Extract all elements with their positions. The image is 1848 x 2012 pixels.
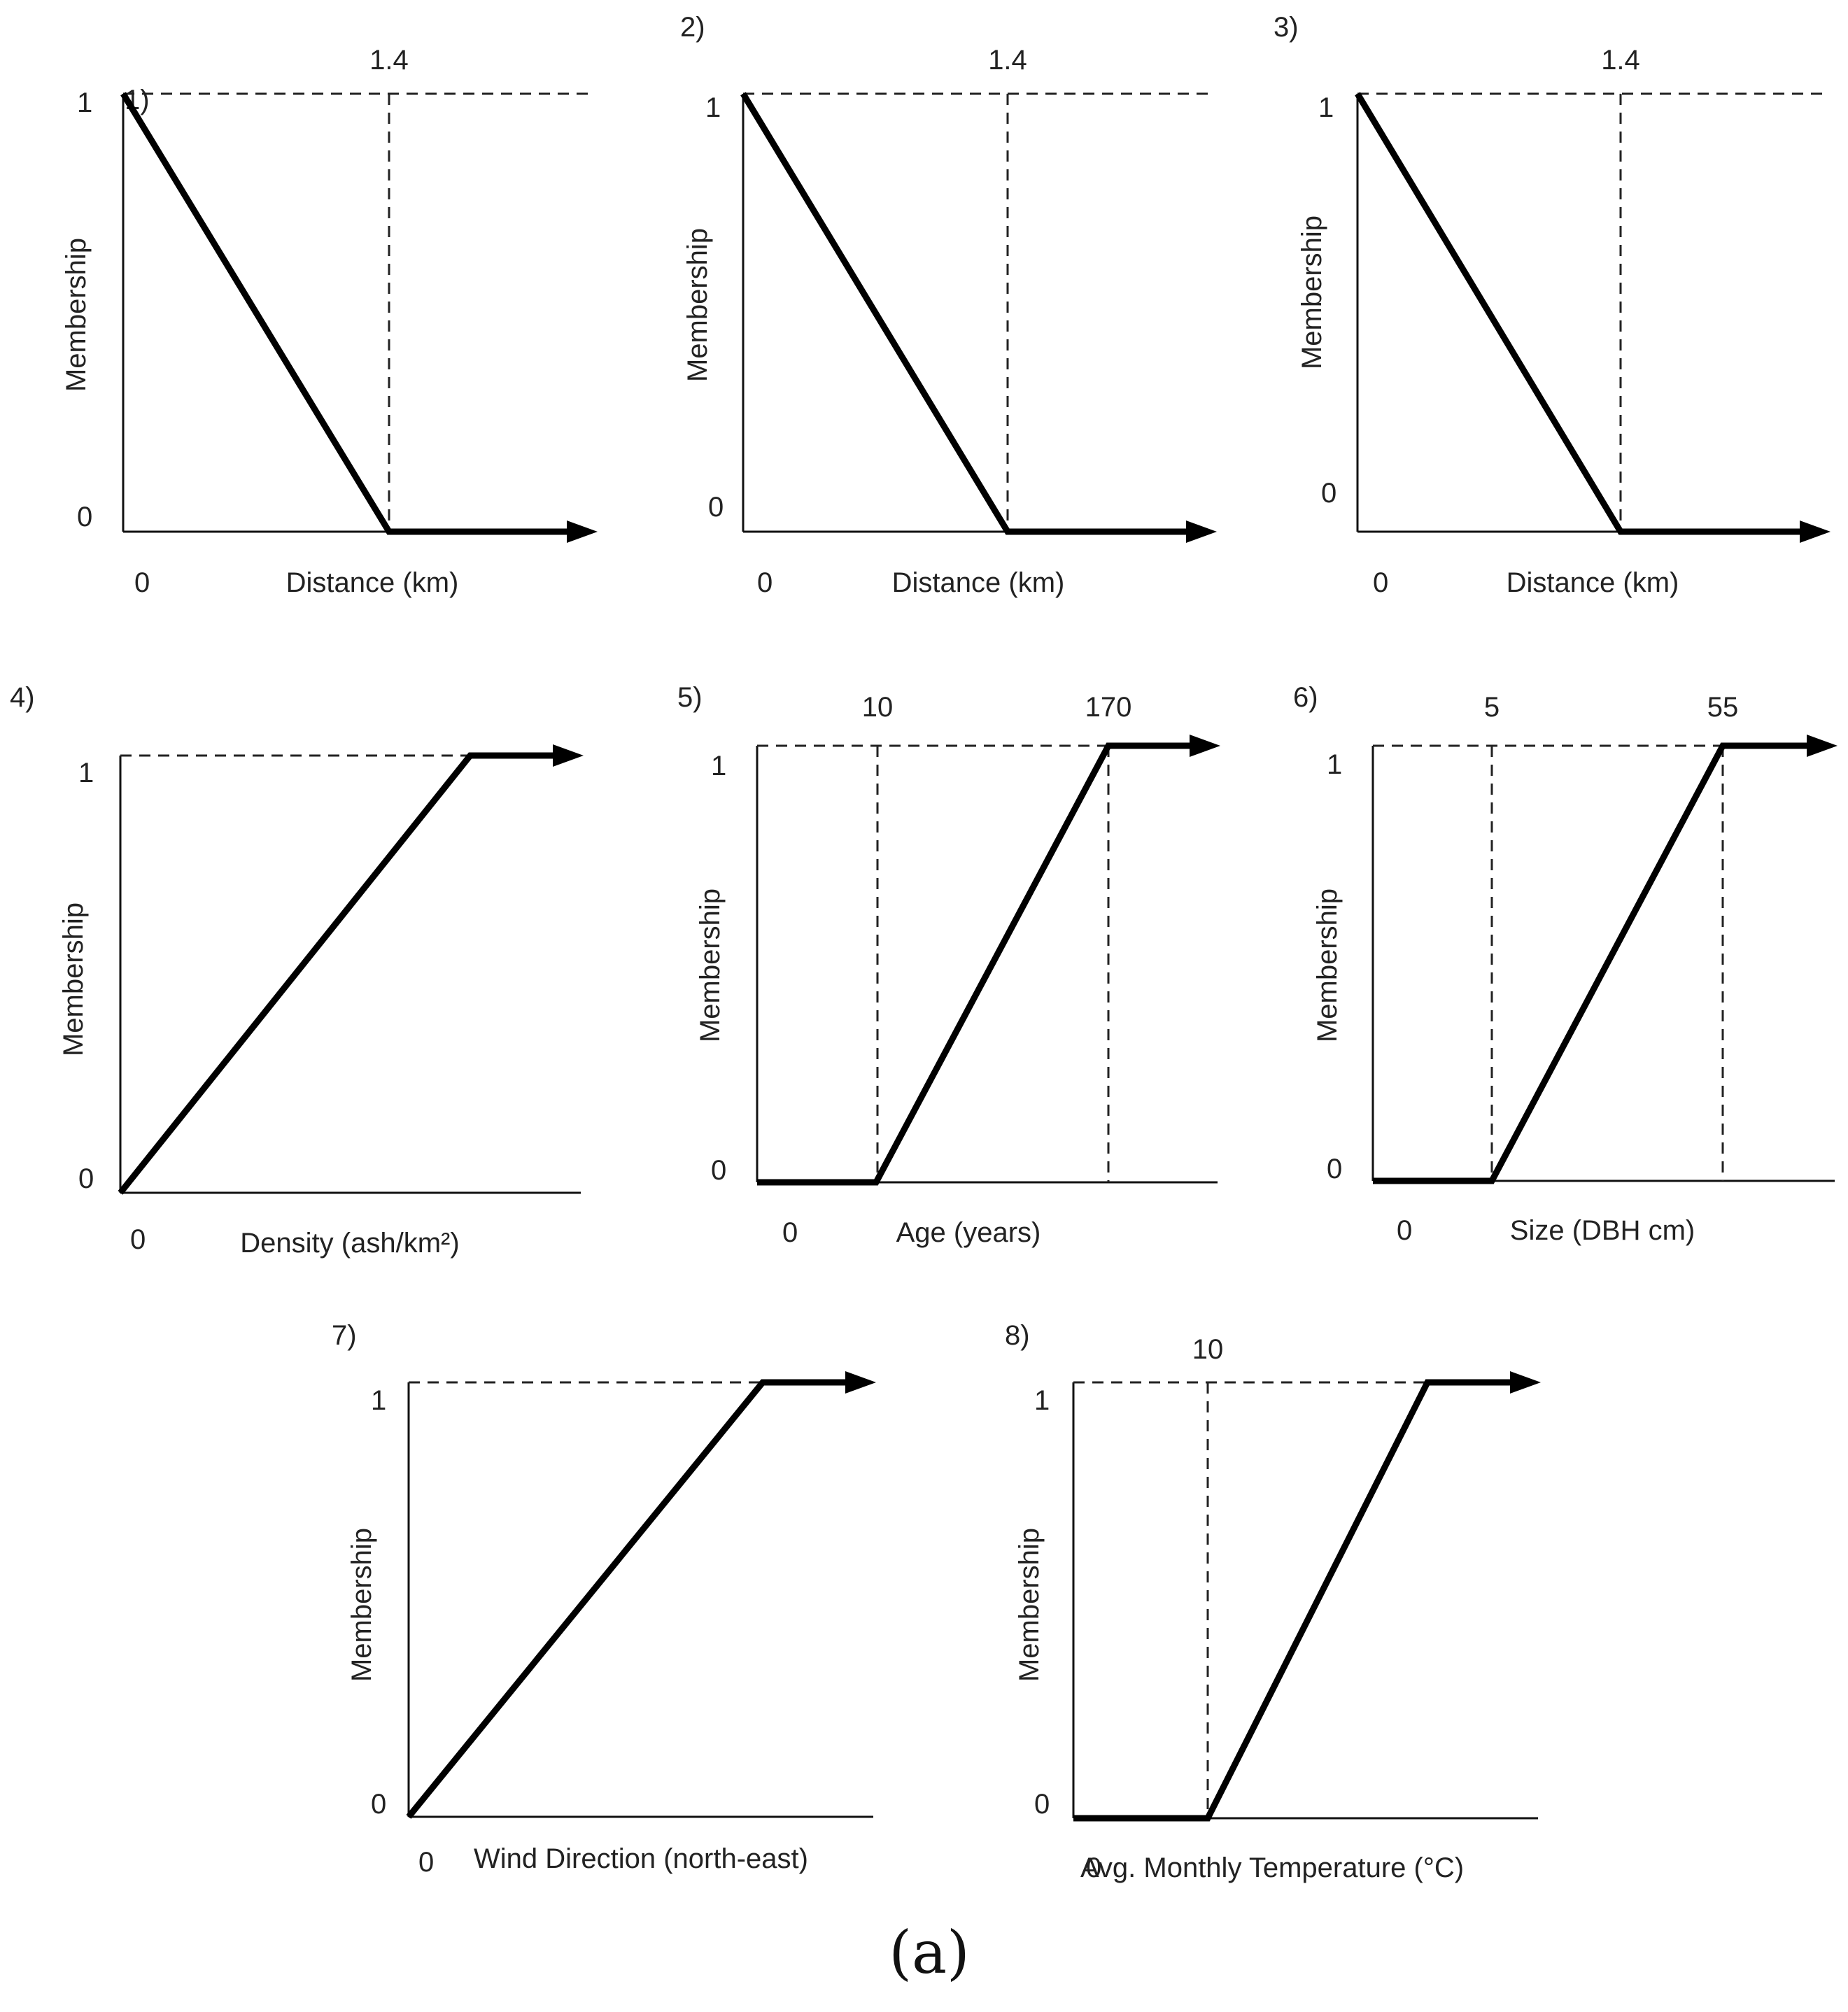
x-axis-label: Size (DBH cm) bbox=[1510, 1215, 1695, 1246]
breakpoint-label: 55 bbox=[1707, 692, 1739, 723]
panel-2: 2) 1.4 1 0 0 Distance (km) Membership bbox=[680, 12, 1217, 598]
panel-7: 7) 1 0 0 Wind Direction (north-east) Membersh… bbox=[332, 1320, 876, 1878]
y-tick-label: 0 bbox=[1034, 1789, 1050, 1820]
y-axis-label: Membership bbox=[682, 228, 713, 382]
panel-3: 3) 1.4 1 0 0 Distance (km) Membership bbox=[1274, 12, 1831, 598]
y-axis-label: Membership bbox=[346, 1528, 377, 1682]
y-tick-label: 0 bbox=[708, 492, 724, 523]
breakpoint-label: 10 bbox=[862, 692, 894, 723]
membership-curve bbox=[1073, 1379, 1513, 1822]
x-origin-label: 0 bbox=[418, 1847, 434, 1878]
y-tick-label: 1 bbox=[371, 1385, 386, 1416]
arrow-head-icon bbox=[1186, 520, 1217, 543]
membership-curve bbox=[757, 742, 1192, 1186]
y-tick-label: 1 bbox=[78, 758, 94, 788]
x-axis-label: Density (ash/km²) bbox=[240, 1228, 459, 1259]
y-tick-label: 1 bbox=[705, 92, 721, 123]
arrow-head-icon bbox=[1807, 735, 1838, 757]
x-axis-label: Avg. Monthly Temperature (°C) bbox=[1080, 1852, 1464, 1883]
y-tick-label: 0 bbox=[371, 1789, 386, 1820]
x-axis-label: Age (years) bbox=[896, 1217, 1041, 1248]
y-tick-label: 1 bbox=[1327, 749, 1342, 780]
arrow-head-icon bbox=[1800, 520, 1831, 543]
x-origin-label: 0 bbox=[1086, 1852, 1101, 1883]
y-axis-label: Membership bbox=[695, 888, 726, 1042]
y-tick-label: 0 bbox=[711, 1155, 726, 1186]
y-tick-label: 0 bbox=[78, 1163, 94, 1194]
y-axis-label: Membership bbox=[1312, 888, 1343, 1042]
arrow-head-icon bbox=[845, 1371, 876, 1394]
arrow-head-icon bbox=[1510, 1371, 1541, 1394]
membership-curve bbox=[120, 92, 570, 535]
breakpoint-label: 1.4 bbox=[988, 45, 1027, 76]
breakpoint-label: 1.4 bbox=[369, 45, 409, 76]
panel-label: 3) bbox=[1274, 12, 1299, 43]
membership-curve bbox=[406, 1379, 848, 1819]
arrow-head-icon bbox=[553, 744, 584, 767]
breakpoint-label: 1.4 bbox=[1601, 45, 1640, 76]
breakpoint-label: 170 bbox=[1085, 692, 1132, 723]
y-tick-label: 0 bbox=[1327, 1154, 1342, 1184]
panel-label: 4) bbox=[10, 682, 35, 713]
arrow-head-icon bbox=[1190, 735, 1220, 757]
y-tick-label: 1 bbox=[711, 751, 726, 781]
y-tick-label: 1 bbox=[1318, 92, 1334, 123]
panel-label: 7) bbox=[332, 1320, 357, 1351]
arrow-head-icon bbox=[567, 520, 598, 543]
panel-label: 2) bbox=[680, 12, 705, 43]
x-axis-label: Distance (km) bbox=[286, 567, 459, 598]
x-axis-label: Distance (km) bbox=[1507, 567, 1679, 598]
x-origin-label: 0 bbox=[757, 567, 773, 598]
x-origin-label: 0 bbox=[1373, 567, 1388, 598]
x-origin-label: 0 bbox=[782, 1217, 798, 1248]
membership-curve bbox=[740, 92, 1189, 535]
x-axis-label: Distance (km) bbox=[892, 567, 1065, 598]
y-tick-label: 1 bbox=[77, 87, 92, 118]
y-axis-label: Membership bbox=[58, 902, 89, 1056]
membership-curve bbox=[1373, 742, 1810, 1184]
figure-caption: (a) bbox=[889, 1918, 970, 1987]
x-origin-label: 0 bbox=[130, 1224, 146, 1255]
membership-curve bbox=[118, 752, 556, 1195]
panel-4: 4) 1 0 0 Density (ash/km²) Membership bbox=[10, 682, 584, 1259]
y-tick-label: 1 bbox=[1034, 1385, 1050, 1416]
y-axis-label: Membership bbox=[1014, 1528, 1045, 1682]
panel-label: 5) bbox=[677, 682, 703, 713]
x-origin-label: 0 bbox=[134, 567, 150, 598]
y-axis-label: Membership bbox=[1297, 215, 1327, 369]
x-axis-label: Wind Direction (north-east) bbox=[474, 1843, 808, 1874]
y-tick-label: 0 bbox=[77, 502, 92, 532]
y-axis-label: Membership bbox=[61, 238, 92, 392]
panel-label: 8) bbox=[1005, 1320, 1030, 1351]
x-origin-label: 0 bbox=[1397, 1215, 1412, 1246]
membership-curve bbox=[1355, 92, 1803, 535]
panel-label: 6) bbox=[1293, 682, 1318, 713]
y-tick-label: 0 bbox=[1321, 478, 1336, 509]
breakpoint-label: 10 bbox=[1192, 1334, 1224, 1365]
breakpoint-label: 5 bbox=[1484, 692, 1500, 723]
